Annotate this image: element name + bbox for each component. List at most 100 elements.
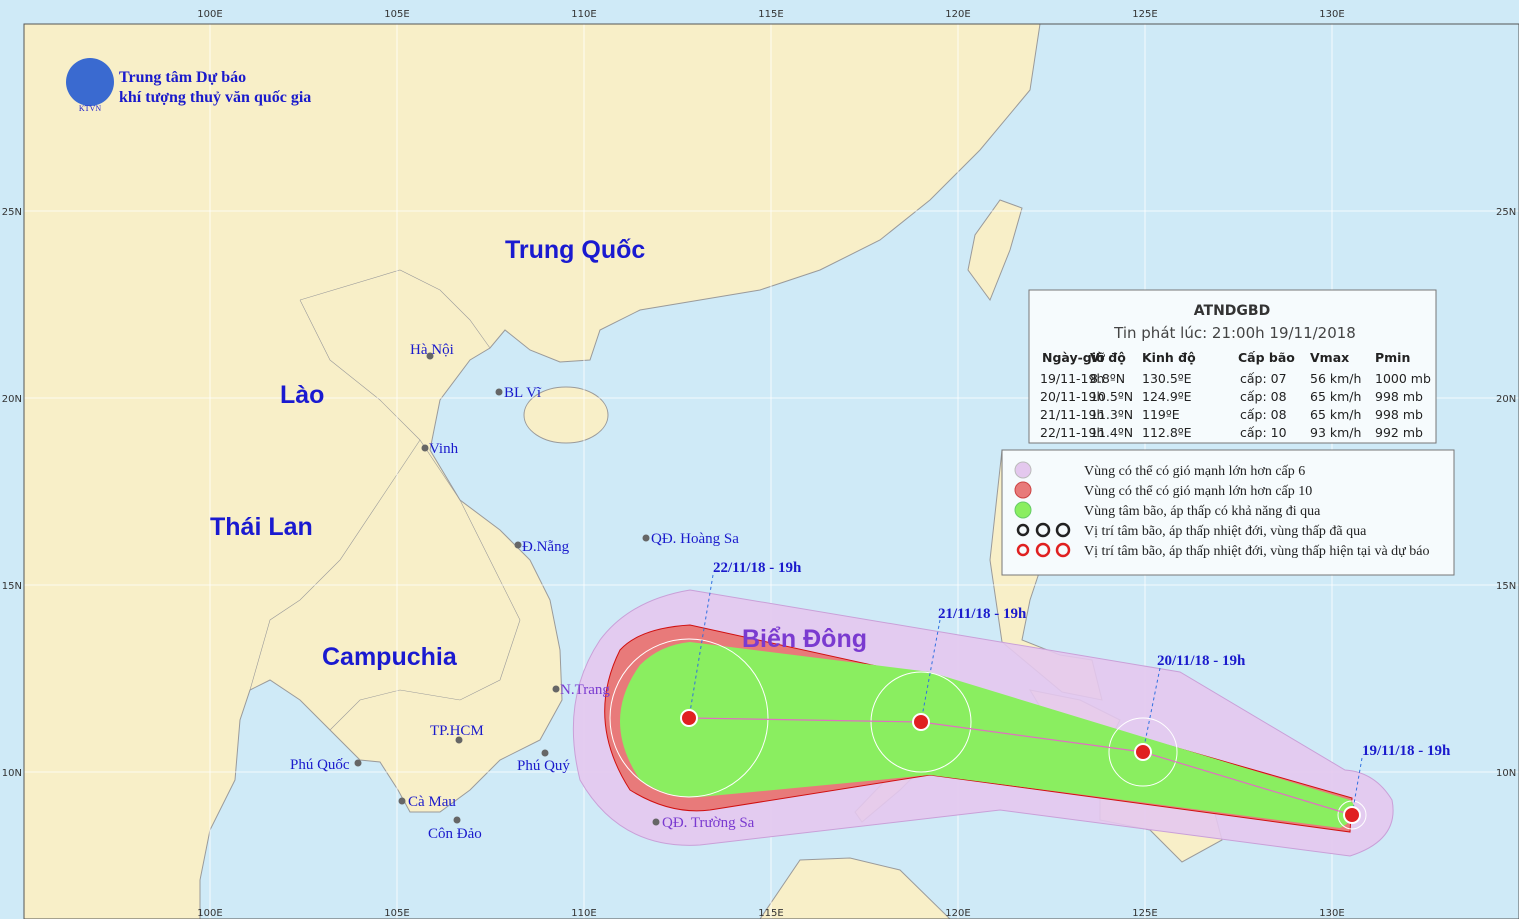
bulletin-header: Cấp bão	[1238, 350, 1295, 365]
bulletin-cell: 56 km/h	[1310, 371, 1361, 386]
lon-label: 105E	[384, 9, 409, 20]
bulletin-cell: cấp: 07	[1240, 371, 1287, 386]
legend-frame	[1001, 449, 1455, 576]
bulletin-cell: 992 mb	[1375, 425, 1423, 440]
legend-icon	[1016, 522, 1071, 538]
legend-icon	[1014, 501, 1032, 519]
org-name: khí tượng thuỷ văn quốc gia	[119, 89, 311, 106]
place-label: Vinh	[429, 441, 459, 457]
bulletin-cell: 1000 mb	[1375, 371, 1431, 386]
region-label: Trung Quốc	[505, 236, 645, 264]
storm-center-zone	[620, 642, 1356, 828]
bulletin-cell: 130.5ºE	[1142, 371, 1192, 386]
region-label: Lào	[280, 381, 324, 409]
bulletin-frame	[1028, 289, 1437, 444]
bulletin-issued: Tin phát lúc: 21:00h 19/11/2018	[1113, 324, 1356, 342]
bulletin-cell: cấp: 08	[1240, 389, 1287, 404]
legend-label: Vùng có thể có gió mạnh lớn hơn cấp 6	[1084, 464, 1305, 479]
lon-label: 130E	[1319, 908, 1344, 919]
lon-label: 120E	[945, 9, 970, 20]
lat-label: 20N	[2, 394, 22, 405]
bulletin-header: Vĩ độ	[1090, 350, 1126, 365]
lon-label: 100E	[197, 908, 222, 919]
bulletin-header: Vmax	[1310, 350, 1349, 365]
track-label: 21/11/18 - 19h	[938, 606, 1027, 622]
lat-label: 10N	[1496, 768, 1516, 779]
bulletin-cell: 998 mb	[1375, 407, 1423, 422]
bulletin-cell: 8.8ºN	[1090, 371, 1125, 386]
label-leaders	[688, 574, 1363, 816]
lon-label: 120E	[945, 908, 970, 919]
place-label: Cà Mau	[408, 794, 456, 810]
lon-label: 110E	[571, 908, 596, 919]
bulletin-cell: 998 mb	[1375, 389, 1423, 404]
place-label: Hà Nội	[410, 342, 454, 358]
lon-label: 115E	[758, 9, 783, 20]
bulletin-cell: 65 km/h	[1310, 407, 1361, 422]
bulletin-cell: 11.4ºN	[1090, 425, 1133, 440]
bulletin-cell: 20/11-19h	[1040, 389, 1104, 404]
bulletin-header: Pmin	[1375, 350, 1410, 365]
bulletin-cell: 22/11-19h	[1040, 425, 1104, 440]
bulletin-cell: 65 km/h	[1310, 389, 1361, 404]
lat-label: 15N	[2, 581, 22, 592]
lat-label: 20N	[1496, 394, 1516, 405]
place-label: Phú Quý	[517, 758, 570, 774]
legend-label: Vùng tâm bão, áp thấp có khả năng đi qua	[1084, 504, 1321, 519]
legend-box: Vùng có thể có gió mạnh lớn hơn cấp 6 Vù…	[1001, 449, 1455, 576]
lon-label: 110E	[571, 9, 596, 20]
place-label: Côn Đảo	[428, 826, 482, 842]
legend-label: Vùng có thể có gió mạnh lớn hơn cấp 10	[1084, 484, 1312, 499]
bulletin-header: Kinh độ	[1142, 350, 1196, 365]
bulletin-cell: 21/11-19h	[1040, 407, 1104, 422]
bulletin-cell: 11.3ºN	[1090, 407, 1133, 422]
place-label: QĐ. Trường Sa	[662, 815, 755, 831]
track-label: 22/11/18 - 19h	[713, 560, 802, 576]
legend-label: Vị trí tâm bão, áp thấp nhiệt đới, vùng …	[1084, 544, 1429, 559]
legend-label: Vị trí tâm bão, áp thấp nhiệt đới, vùng …	[1084, 524, 1367, 539]
lon-label: 105E	[384, 908, 409, 919]
bulletin-cell: 124.9ºE	[1142, 389, 1192, 404]
storm-positions	[680, 709, 1361, 824]
borders	[249, 269, 521, 731]
place-label: TP.HCM	[430, 723, 484, 739]
org-name: Trung tâm Dự báo	[119, 69, 246, 86]
bulletin-cell: 10.5ºN	[1090, 389, 1133, 404]
bulletin-cell: 19/11-19h	[1040, 371, 1104, 386]
region-label: Thái Lan	[210, 513, 313, 541]
legend-icon	[1016, 542, 1071, 558]
lat-label: 25N	[2, 207, 22, 218]
place-label: N.Trang	[560, 682, 610, 698]
place-label: BL Vĩ	[504, 385, 542, 401]
bulletin-cell: cấp: 08	[1240, 407, 1287, 422]
track-line	[688, 717, 1353, 816]
track-label: 19/11/18 - 19h	[1362, 743, 1451, 759]
lon-label: 100E	[197, 9, 222, 20]
map-frame	[23, 23, 1519, 919]
place-label: QĐ. Hoàng Sa	[651, 531, 739, 547]
legend-icon	[1014, 461, 1032, 479]
lon-label: 125E	[1132, 908, 1157, 919]
lat-label: 25N	[1496, 207, 1516, 218]
lat-label: 10N	[2, 768, 22, 779]
place-label: Phú Quốc	[290, 757, 350, 773]
bulletin-cell: 112.8ºE	[1142, 425, 1192, 440]
bulletin-box: ATNDGBD Tin phát lúc: 21:00h 19/11/2018 …	[1028, 289, 1437, 444]
logo-mark	[66, 58, 114, 106]
place-dots	[354, 352, 660, 826]
bulletin-cell: 119ºE	[1142, 407, 1180, 422]
bulletin-header: Ngày-giờ	[1042, 350, 1105, 365]
lat-label: 15N	[1496, 581, 1516, 592]
logo-text: KTVN	[79, 104, 101, 113]
legend-icon	[1014, 481, 1032, 499]
lon-label: 130E	[1319, 9, 1344, 20]
lon-label: 125E	[1132, 9, 1157, 20]
lon-label: 115E	[758, 908, 783, 919]
logo: KTVN	[66, 58, 114, 113]
bulletin-cell: 93 km/h	[1310, 425, 1361, 440]
region-label: Campuchia	[322, 643, 458, 671]
radius-circles	[609, 638, 1367, 830]
track-label: 20/11/18 - 19h	[1157, 653, 1246, 669]
bulletin-title: ATNDGBD	[1194, 303, 1270, 319]
